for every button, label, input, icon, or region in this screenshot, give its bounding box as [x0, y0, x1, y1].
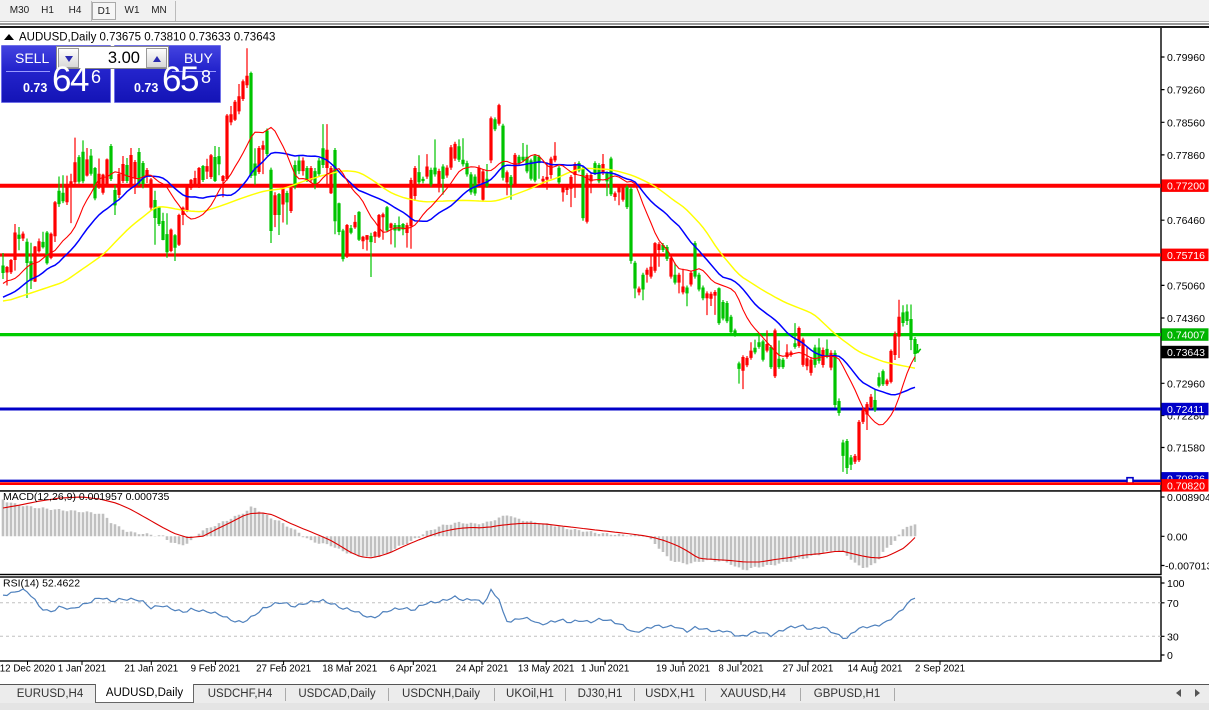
svg-text:9 Feb 2021: 9 Feb 2021 — [191, 664, 241, 675]
svg-text:0: 0 — [1167, 650, 1173, 662]
svg-text:0.73643: 0.73643 — [1167, 347, 1205, 359]
svg-text:0.74360: 0.74360 — [1167, 313, 1205, 325]
svg-text:0.77860: 0.77860 — [1167, 150, 1205, 162]
svg-text:RSI(14) 52.4622: RSI(14) 52.4622 — [3, 578, 80, 590]
svg-text:30: 30 — [1167, 631, 1179, 643]
svg-text:0.72960: 0.72960 — [1167, 378, 1205, 390]
svg-text:0.75716: 0.75716 — [1167, 250, 1205, 262]
svg-text:0.76460: 0.76460 — [1167, 215, 1205, 227]
svg-text:8 Jul 2021: 8 Jul 2021 — [718, 664, 763, 675]
svg-text:0.79260: 0.79260 — [1167, 85, 1205, 97]
svg-text:0.70820: 0.70820 — [1167, 480, 1205, 492]
svg-text:18 Mar 2021: 18 Mar 2021 — [322, 664, 377, 675]
svg-text:27 Feb 2021: 27 Feb 2021 — [256, 664, 311, 675]
svg-text:0.74007: 0.74007 — [1167, 330, 1205, 342]
svg-text:1 Jan 2021: 1 Jan 2021 — [58, 664, 106, 675]
svg-text:13 May 2021: 13 May 2021 — [518, 664, 575, 675]
svg-text:0.72411: 0.72411 — [1167, 404, 1204, 416]
svg-text:0.75060: 0.75060 — [1167, 280, 1205, 292]
svg-text:0.00: 0.00 — [1167, 531, 1188, 543]
svg-text:12 Dec 2020: 12 Dec 2020 — [0, 664, 56, 675]
svg-text:6 Apr 2021: 6 Apr 2021 — [390, 664, 437, 675]
svg-text:24 Apr 2021: 24 Apr 2021 — [456, 664, 509, 675]
svg-text:2 Sep 2021: 2 Sep 2021 — [915, 664, 965, 675]
svg-text:19 Jun 2021: 19 Jun 2021 — [656, 664, 710, 675]
svg-text:0.78560: 0.78560 — [1167, 117, 1205, 129]
svg-text:AUDUSD,Daily 0.73675 0.73810: AUDUSD,Daily 0.73675 0.73810 0.73633 0.7… — [19, 32, 275, 44]
svg-text:0.008904: 0.008904 — [1167, 492, 1209, 504]
svg-text:0.71580: 0.71580 — [1167, 443, 1205, 455]
svg-text:0.79960: 0.79960 — [1167, 52, 1205, 64]
svg-text:70: 70 — [1167, 598, 1179, 610]
svg-text:MACD(12,26,9) 0.001957 0.00073: MACD(12,26,9) 0.001957 0.000735 — [3, 491, 170, 503]
svg-text:1 Jun 2021: 1 Jun 2021 — [581, 664, 629, 675]
svg-text:27 Jul 2021: 27 Jul 2021 — [783, 664, 834, 675]
svg-text:100: 100 — [1167, 578, 1185, 590]
svg-text:14 Aug 2021: 14 Aug 2021 — [847, 664, 902, 675]
svg-text:0.77200: 0.77200 — [1167, 181, 1205, 193]
svg-text:21 Jan 2021: 21 Jan 2021 — [124, 664, 178, 675]
svg-text:-0.007013: -0.007013 — [1165, 561, 1209, 573]
